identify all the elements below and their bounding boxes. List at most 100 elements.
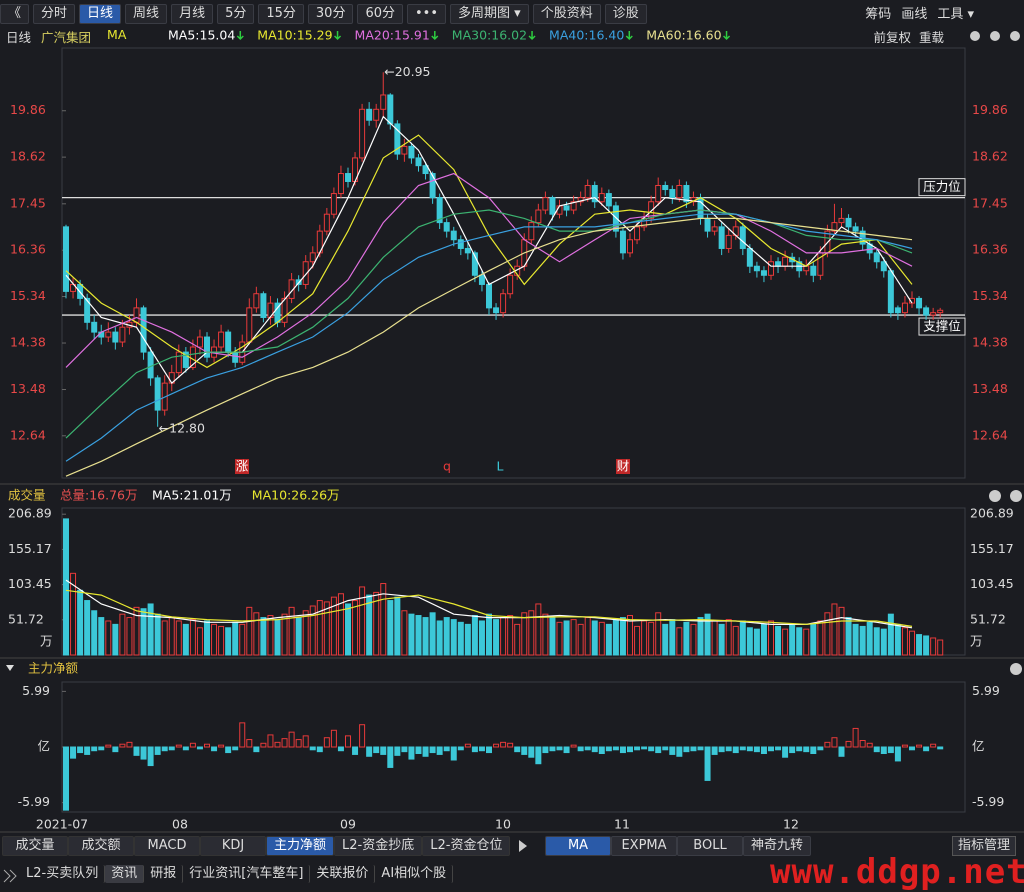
toolbar-button[interactable]: 月线 — [171, 4, 214, 24]
indicator-tab[interactable]: KDJ — [200, 836, 266, 856]
toolbar-button[interactable]: 分时 — [33, 4, 76, 24]
toolbar-button[interactable]: 日线 — [79, 4, 122, 24]
indicator-tab[interactable]: 成交量 — [2, 836, 68, 856]
ma-tab[interactable]: MA — [545, 836, 611, 856]
flow-bar — [450, 746, 457, 761]
indicator-tab[interactable]: 成交额 — [68, 836, 134, 856]
y-tick-label: 51.72 — [8, 611, 44, 626]
flow-bar — [648, 746, 655, 752]
close-icon[interactable] — [989, 490, 1001, 502]
indicator-manage[interactable]: 指标管理 — [952, 836, 1017, 856]
volume-bar — [556, 621, 563, 656]
candle-body — [260, 293, 267, 318]
flow-bar — [457, 746, 464, 751]
settings-icon[interactable] — [1010, 490, 1022, 502]
unit-label: 万 — [970, 634, 983, 649]
toolbar-button[interactable]: 60分 — [357, 4, 403, 24]
toolbar-button[interactable]: 周线 — [125, 4, 168, 24]
ma-tab[interactable]: EXPMA — [611, 836, 677, 856]
candle-body — [436, 197, 443, 224]
flow-bar — [429, 746, 436, 754]
ma-legend: MA20:15.91 — [355, 28, 430, 43]
toolbar-button[interactable]: 画线 — [901, 7, 928, 22]
flow-bar — [443, 746, 450, 752]
event-marker: q — [443, 459, 451, 474]
toolbar-button[interactable]: 《 — [0, 4, 30, 24]
flow-bar — [831, 737, 838, 748]
candle-body — [133, 307, 140, 323]
candle-body — [415, 157, 422, 167]
collapse-icon[interactable] — [6, 665, 14, 671]
flow-bar — [63, 746, 69, 811]
volume-bar — [204, 620, 210, 656]
volume-bar — [225, 627, 232, 656]
volume-bar — [70, 572, 77, 656]
flow-bar — [746, 746, 753, 752]
y-tick-label: 亿 — [37, 739, 50, 754]
toolbar-button[interactable]: 5分 — [217, 4, 255, 24]
info-button[interactable]: 前复权 — [873, 30, 911, 45]
close-icon[interactable] — [1010, 663, 1022, 675]
volume-bar — [718, 623, 725, 656]
y-tick-label: 17.45 — [10, 195, 46, 210]
candle-body — [887, 270, 894, 314]
flow-bar — [133, 746, 140, 756]
toolbar-button[interactable]: 个股资料 — [532, 4, 601, 24]
bottom-tab[interactable]: AI相似个股 — [375, 865, 454, 883]
volume-bar — [373, 591, 380, 656]
toolbar-button[interactable]: 诊股 — [604, 4, 647, 24]
toolbar-button[interactable]: 30分 — [307, 4, 354, 24]
indicator-tab[interactable]: L2-资金抄底 — [334, 836, 423, 856]
ma-tab[interactable]: 神奇九转 — [743, 836, 812, 856]
toolbar-button[interactable]: 筹码 — [865, 7, 892, 22]
flow-bar — [401, 746, 408, 753]
candle-body — [845, 217, 852, 228]
info-button[interactable]: 重载 — [918, 30, 944, 45]
close-icon[interactable] — [1010, 31, 1020, 41]
ma-legend: MA60:16.60 — [646, 28, 721, 43]
info-right: 前复权 重载 — [873, 27, 944, 46]
flow-bar — [775, 746, 782, 751]
volume-bar — [140, 608, 147, 656]
tab-scroll[interactable] — [519, 840, 527, 852]
toolbar-button[interactable]: 工具 ▾ — [937, 7, 974, 22]
bottom-tab[interactable]: 行业资讯[汽车整车] — [183, 865, 311, 883]
flow-bar — [352, 746, 359, 755]
volume-bar — [859, 625, 866, 656]
flow-bar — [683, 746, 690, 753]
indicator-tab[interactable]: L2-资金仓位 — [422, 836, 511, 856]
bottom-tab[interactable]: 关联报价 — [310, 865, 376, 883]
bottom-tab[interactable]: 资讯 — [105, 865, 145, 883]
volume-bar — [189, 619, 196, 656]
volume-bar — [105, 620, 112, 656]
ma-tab[interactable]: BOLL — [677, 836, 743, 856]
candle-body — [196, 336, 203, 348]
bottom-tab[interactable]: 研报 — [144, 865, 184, 883]
flow-bar — [598, 746, 605, 754]
candle-body — [676, 184, 683, 199]
candle-body — [154, 377, 161, 411]
zoom-icon[interactable] — [970, 31, 980, 41]
volume-bar — [760, 623, 767, 656]
indicator-tab[interactable]: MACD — [134, 836, 200, 856]
toolbar-button[interactable]: 15分 — [258, 4, 304, 24]
toolbar-button[interactable]: ••• — [407, 4, 447, 24]
candle-body — [246, 307, 253, 343]
volume-bar — [260, 617, 267, 656]
toolbar-button[interactable]: 多周期图 ▾ — [450, 4, 529, 24]
candle-body — [838, 217, 845, 224]
expand-arrow[interactable] — [3, 869, 17, 883]
volume-total: 总量:16.76万 — [60, 488, 138, 503]
volume-bar — [98, 617, 105, 656]
y-tick-label: 206.89 — [8, 506, 52, 521]
bottom-tab[interactable]: L2-买卖队列 — [20, 865, 106, 883]
flow-bar — [725, 746, 732, 752]
zoom-icon[interactable] — [990, 31, 1000, 41]
flow-bar — [563, 746, 570, 754]
candle-body — [175, 351, 182, 374]
y-tick-label: 16.36 — [10, 242, 46, 257]
volume-bar — [168, 617, 175, 656]
volume-bar — [683, 621, 690, 656]
indicator-tab[interactable]: 主力净额 — [266, 836, 335, 856]
flow-bar — [768, 746, 774, 752]
